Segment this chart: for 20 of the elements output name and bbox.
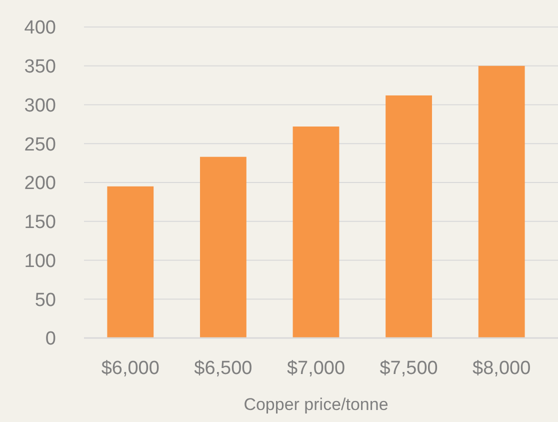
x-tick-label: $7,000: [286, 358, 346, 379]
y-tick-label: 400: [24, 18, 56, 39]
bar: [292, 126, 340, 338]
y-tick-label: 200: [24, 173, 56, 194]
y-tick-label: 300: [24, 95, 56, 116]
x-tick-label: $6,000: [101, 358, 160, 379]
y-tick-label: 100: [24, 250, 56, 272]
x-tick-label: $8,000: [472, 358, 531, 379]
y-tick-label: 0: [45, 328, 56, 350]
y-tick-label: 250: [24, 134, 56, 156]
x-axis-title: Copper price/tonne: [244, 395, 388, 414]
y-tick-label: 50: [34, 290, 56, 311]
bar: [200, 156, 246, 338]
bar: [386, 95, 432, 338]
bar: [107, 186, 154, 338]
x-tick-label: $6,500: [194, 358, 252, 379]
bar: [478, 66, 525, 338]
y-tick-label: 350: [24, 56, 56, 78]
y-tick-label: 150: [24, 212, 56, 234]
x-tick-label: $7,500: [380, 358, 438, 379]
